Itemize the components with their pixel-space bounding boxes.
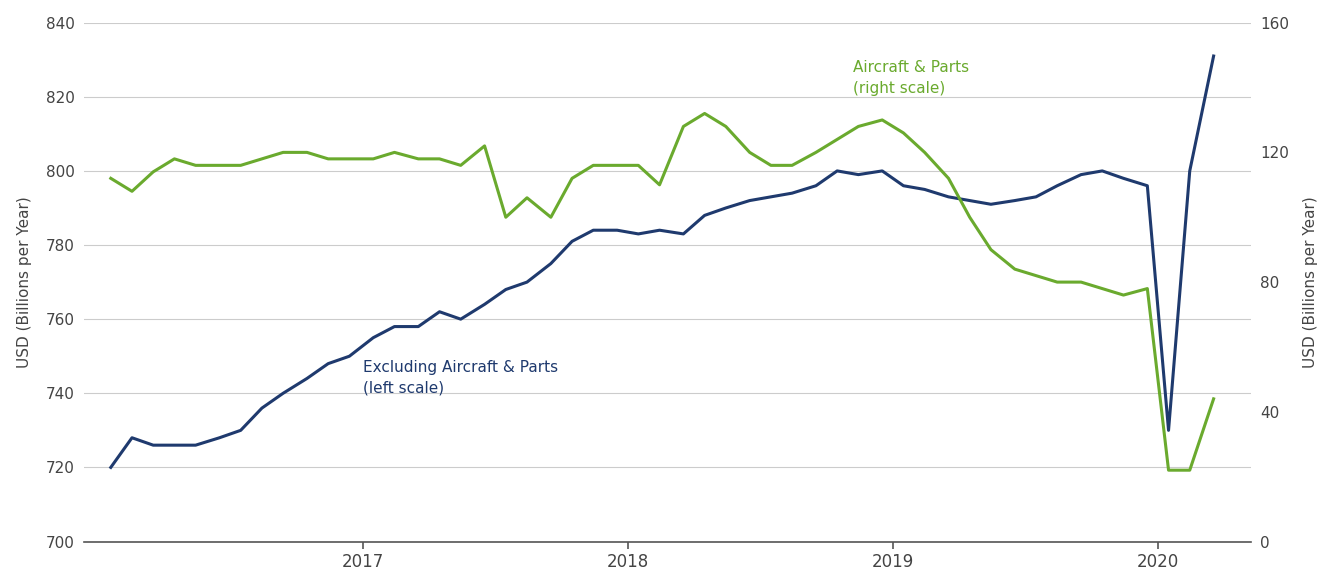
Text: Aircraft & Parts
(right scale): Aircraft & Parts (right scale) <box>853 60 969 96</box>
Y-axis label: USD (Billions per Year): USD (Billions per Year) <box>1303 196 1319 368</box>
Y-axis label: USD (Billions per Year): USD (Billions per Year) <box>16 196 32 368</box>
Text: Excluding Aircraft & Parts
(left scale): Excluding Aircraft & Parts (left scale) <box>363 360 558 396</box>
